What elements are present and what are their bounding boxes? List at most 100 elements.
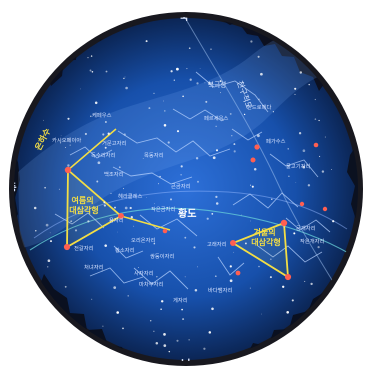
background-star (307, 184, 311, 187)
background-star (124, 206, 128, 210)
background-star (302, 165, 306, 169)
background-star (84, 132, 87, 136)
constellation-label: 사자자리 (134, 269, 154, 277)
background-star (302, 149, 306, 153)
background-star (211, 307, 214, 311)
background-star (45, 223, 49, 227)
background-star (124, 76, 126, 78)
background-star (294, 87, 297, 90)
background-star (193, 246, 196, 249)
constellation-label: 고래자리 (207, 240, 227, 248)
winter-triangle-shape (230, 221, 290, 279)
background-star (250, 40, 253, 43)
background-star (97, 161, 101, 165)
background-star (145, 40, 148, 43)
background-star (89, 69, 92, 72)
background-star (291, 299, 294, 302)
background-star (149, 320, 152, 322)
background-star (133, 225, 135, 227)
background-star (116, 311, 119, 314)
constellation-labels: 케페우스 카시오페이아 백조자리 헤라클레스 목동자리 큰곰자리 작은곰자리 용… (52, 103, 324, 304)
background-star (64, 285, 67, 288)
background-star (261, 313, 262, 315)
background-star (87, 220, 90, 223)
background-star (130, 216, 133, 219)
background-star (229, 112, 232, 115)
background-star (70, 220, 73, 223)
constellation-label: 마차부자리 (139, 280, 163, 288)
meridian-line (183, 17, 357, 321)
background-star (160, 300, 164, 303)
background-star (310, 282, 313, 286)
background-star (332, 220, 335, 223)
background-star (43, 119, 45, 121)
background-star (160, 308, 162, 310)
background-star (298, 132, 302, 135)
background-star (90, 55, 93, 57)
background-star (260, 72, 263, 76)
background-star (233, 251, 235, 253)
background-star (155, 341, 159, 345)
summer-triangle-label: 여름의 대삼각형 (69, 195, 98, 215)
background-star (97, 265, 99, 267)
background-star (314, 118, 317, 120)
background-star (176, 67, 179, 71)
background-star (229, 279, 233, 283)
background-star (158, 183, 159, 185)
background-star (102, 133, 105, 136)
background-star (271, 198, 273, 200)
constellation-label: 큰개자리 (296, 224, 316, 232)
ecliptic-label: 황도 (178, 207, 196, 220)
background-star (257, 55, 260, 58)
background-star (164, 110, 166, 112)
background-star (258, 98, 260, 100)
background-star (163, 333, 166, 336)
constellation-label: 거문고자리 (102, 139, 126, 147)
background-star (257, 134, 260, 138)
background-star (96, 180, 99, 183)
background-star (195, 157, 199, 160)
background-star (117, 231, 118, 233)
background-star (103, 201, 106, 204)
background-star (304, 280, 306, 282)
constellation-label: 카시오페이아 (52, 136, 81, 144)
background-star (188, 47, 191, 50)
background-star (104, 244, 107, 247)
background-star (167, 141, 170, 144)
background-star (58, 188, 60, 190)
background-star (170, 198, 172, 201)
background-star (321, 170, 325, 173)
background-star (114, 206, 116, 209)
background-star (207, 81, 211, 85)
background-star (203, 347, 206, 350)
background-star (182, 318, 185, 321)
background-star (33, 206, 37, 210)
milky-way-band (18, 29, 340, 248)
background-star (243, 113, 246, 116)
background-star (286, 310, 290, 314)
background-star (215, 125, 217, 127)
background-star (129, 206, 132, 210)
constellation-label: 쌍둥이자리 (150, 252, 174, 260)
constellation-label: 백조자리 (104, 170, 124, 178)
background-star (231, 135, 233, 137)
background-star (184, 276, 186, 278)
background-star (181, 308, 183, 311)
background-star (80, 88, 82, 90)
background-star (184, 236, 187, 239)
background-star (104, 146, 107, 149)
background-star (219, 80, 222, 83)
background-star (44, 186, 46, 189)
background-star (123, 133, 126, 136)
background-star (103, 204, 106, 207)
background-star (229, 265, 232, 268)
background-star (113, 286, 117, 289)
background-star (166, 206, 169, 209)
deneb-star (63, 243, 71, 251)
background-star (294, 93, 296, 95)
background-star (317, 245, 320, 249)
background-star (215, 202, 219, 205)
background-star (125, 86, 128, 90)
background-star (138, 267, 139, 268)
